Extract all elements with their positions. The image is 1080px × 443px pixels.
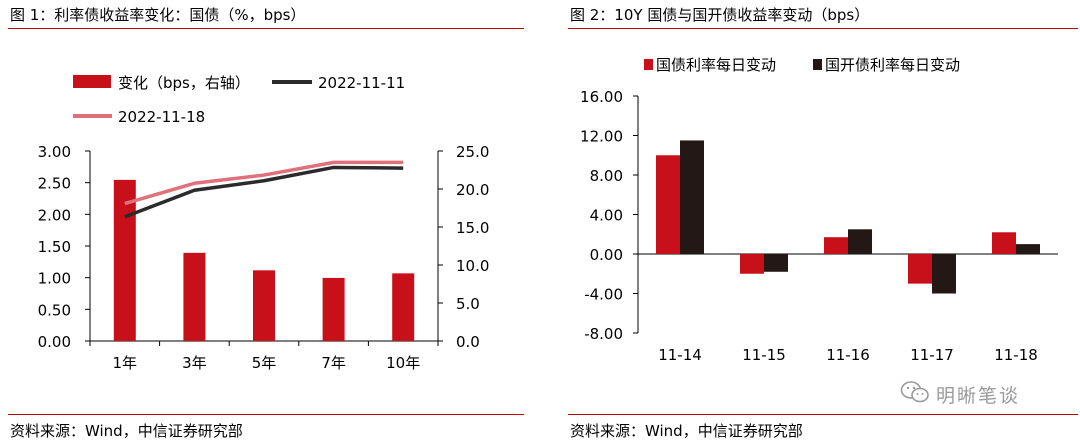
bar-cdb-bond: [764, 254, 788, 272]
y-tick-label-right: 25.0: [456, 143, 489, 161]
legend-label-govt: 国债利率每日变动: [656, 56, 776, 74]
chart-title: 图 2：10Y 国债与国开债收益率变动（bps）: [570, 6, 870, 24]
bar-change: [322, 277, 345, 341]
y-tick-label-left: 0.00: [38, 333, 71, 351]
x-tick-label: 5年: [252, 354, 277, 372]
y-tick-label-right: 0.0: [456, 333, 480, 351]
bar-change: [113, 179, 136, 341]
watermark: 明晰笔谈: [900, 380, 1020, 408]
y-tick-label: 8.00: [590, 167, 623, 185]
source-note: 资料来源：Wind，中信证券研究部: [570, 422, 803, 440]
legend-label-line-1118: 2022-11-18: [118, 108, 205, 126]
chart-title: 图 1：利率债收益率变化：国债（%，bps）: [10, 6, 306, 24]
y-tick-label: 12.00: [580, 128, 623, 146]
bar-govt-bond: [824, 237, 848, 254]
legend-swatch-bar: [73, 75, 111, 88]
x-tick-label: 7年: [321, 354, 346, 372]
bar-cdb-bond: [932, 254, 956, 294]
bar-cdb-bond: [848, 229, 872, 254]
y-tick-label-left: 1.50: [38, 238, 71, 256]
x-tick-label: 11-17: [910, 346, 954, 364]
y-tick-label-left: 0.50: [38, 301, 71, 319]
chart-panel-right: 图 2：10Y 国债与国开债收益率变动（bps） -8.00 -4.00 0.00 4…: [560, 0, 1080, 443]
x-tick-label: 10年: [386, 354, 420, 372]
bar-govt-bond: [740, 254, 764, 274]
x-tick-label: 3年: [182, 354, 207, 372]
chart-panel-left: 图 1：利率债收益率变化：国债（%，bps） 0.00 0.50 1.00 1.50 2…: [0, 0, 528, 443]
source-rule: [568, 414, 1078, 415]
y-tick-label: -4.00: [584, 286, 623, 304]
x-tick-label: 11-15: [742, 346, 786, 364]
x-tick-label: 11-16: [826, 346, 870, 364]
bar-govt-bond: [992, 232, 1016, 254]
chart-left-svg: 0.00 0.50 1.00 1.50 2.00 2.50 3.00 0.0 5.0 10.0 15…: [38, 74, 490, 372]
legend-swatch-cdb: [813, 59, 822, 70]
line-2022-11-18: [124, 160, 404, 206]
x-tick-label: 1年: [113, 354, 138, 372]
wechat-icon: [900, 380, 930, 408]
watermark-text: 明晰笔谈: [936, 384, 1021, 407]
bar-govt-bond: [908, 254, 932, 284]
bar-change: [253, 270, 275, 341]
line-2022-11-11: [124, 165, 404, 219]
bar-govt-bond: [656, 155, 680, 254]
y-tick-label-right: 15.0: [456, 219, 489, 237]
source-rule: [8, 414, 524, 415]
bar-cdb-bond: [680, 140, 704, 254]
source-note: 资料来源：Wind，中信证券研究部: [10, 422, 243, 440]
x-tick-label: 11-14: [658, 346, 702, 364]
bar-cdb-bond: [1016, 244, 1040, 254]
y-tick-label-left: 2.00: [38, 206, 71, 224]
bar-change: [183, 252, 206, 341]
y-tick-label: 4.00: [590, 207, 623, 225]
y-tick-label-left: 3.00: [38, 143, 71, 161]
x-tick-label: 11-18: [994, 346, 1038, 364]
legend-swatch-govt: [644, 59, 653, 70]
y-tick-label: 0.00: [590, 246, 623, 264]
title-rule: [568, 28, 1078, 29]
y-tick-label: 16.00: [580, 88, 623, 106]
y-tick-label-right: 5.0: [456, 295, 480, 313]
y-tick-label: -8.00: [584, 325, 623, 343]
chart-right-svg: -8.00 -4.00 0.00 4.00 8.00 12.00 16.00 11-14 11-…: [580, 56, 1058, 364]
legend-label-cdb: 国开债利率每日变动: [825, 56, 960, 74]
y-tick-label-right: 10.0: [456, 257, 489, 275]
legend-label-line-1111: 2022-11-11: [318, 74, 405, 92]
y-tick-label-left: 1.00: [38, 270, 71, 288]
bar-change: [392, 273, 415, 341]
legend-label-bar: 变化（bps，右轴）: [118, 74, 250, 92]
y-tick-label-left: 2.50: [38, 175, 71, 193]
y-tick-label-right: 20.0: [456, 181, 489, 199]
title-rule: [8, 28, 524, 29]
